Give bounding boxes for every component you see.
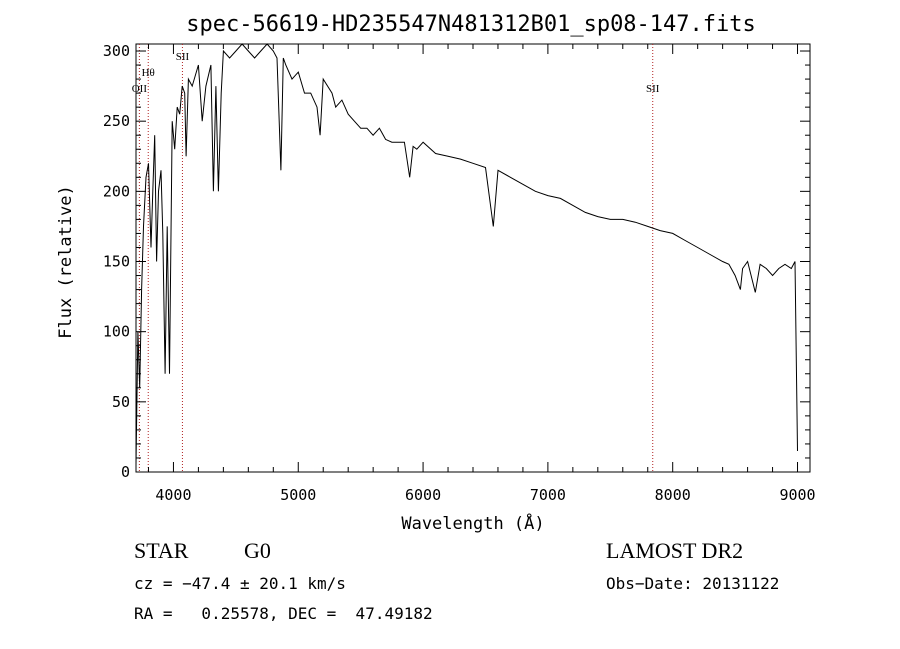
object-class: STAR bbox=[134, 538, 189, 563]
y-tick-label: 50 bbox=[112, 393, 130, 411]
y-tick-label: 100 bbox=[103, 323, 130, 341]
spectrum-series-line bbox=[135, 43, 798, 466]
y-axis: 0 50 100 150 200 250 300 bbox=[103, 42, 810, 481]
line-marker-label: SII bbox=[176, 51, 190, 63]
x-tick-label: 6000 bbox=[405, 486, 441, 504]
y-tick-label: 250 bbox=[103, 112, 130, 130]
y-tick-label: 150 bbox=[103, 253, 130, 271]
x-tick-label: 5000 bbox=[280, 486, 316, 504]
line-marker-label: Hθ bbox=[142, 67, 155, 79]
y-tick-label: 0 bbox=[121, 463, 130, 481]
coordinates-line: RA = 0.25578, DEC = 47.49182 bbox=[134, 604, 433, 623]
x-tick-label: 8000 bbox=[655, 486, 691, 504]
line-markers: OII Hθ SII SII bbox=[132, 44, 660, 472]
y-axis-label: Flux (relative) bbox=[56, 185, 76, 339]
x-axis-label: Wavelength (Å) bbox=[401, 512, 544, 534]
plot-frame bbox=[135, 43, 811, 473]
y-tick-label: 300 bbox=[103, 42, 130, 60]
obs-date: Obs−Date: 20131122 bbox=[606, 574, 780, 593]
object-subclass: G0 bbox=[244, 538, 271, 563]
chart-title: spec-56619-HD235547N481312B01_sp08-147.f… bbox=[186, 12, 756, 37]
line-marker-label: OII bbox=[132, 83, 148, 95]
x-axis: 4000 5000 6000 7000 8000 9000 bbox=[147, 44, 816, 504]
x-tick-label: 4000 bbox=[155, 486, 191, 504]
x-tick-label: 7000 bbox=[530, 486, 566, 504]
y-tick-label: 200 bbox=[103, 182, 130, 200]
x-tick-label: 9000 bbox=[779, 486, 815, 504]
redshift-line: cz = −47.4 ± 20.1 km/s bbox=[134, 574, 346, 593]
line-marker-label: SII bbox=[646, 83, 660, 95]
survey-label: LAMOST DR2 bbox=[606, 538, 744, 563]
